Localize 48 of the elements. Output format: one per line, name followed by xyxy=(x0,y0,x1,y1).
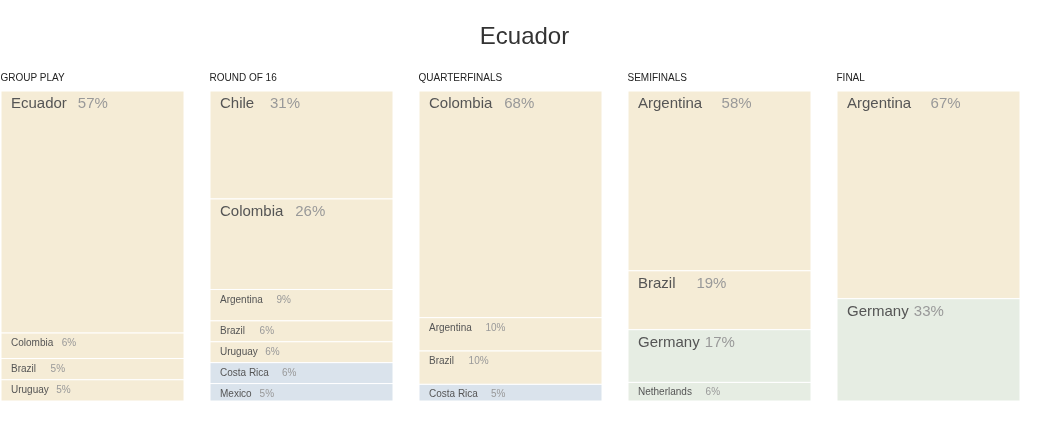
category-label: Germany xyxy=(638,332,701,350)
data-label: 5% xyxy=(56,383,71,395)
data-label: 26% xyxy=(295,201,326,219)
text: GROUP PLAY xyxy=(0,71,65,83)
category-label: Colombia xyxy=(429,94,494,111)
text: QUARTERFINALS xyxy=(418,71,503,83)
category-label: Colombia xyxy=(220,201,285,219)
category-label: Brazil xyxy=(220,324,246,336)
text: FINAL xyxy=(836,71,866,83)
data-label: 9% xyxy=(276,293,291,305)
data-label: 6% xyxy=(282,366,297,378)
category-label: Netherlands xyxy=(638,386,692,398)
text: Ecuador xyxy=(479,22,570,50)
data-label: 6% xyxy=(259,324,275,336)
category-label: Uruguay xyxy=(11,383,49,395)
category-label: Brazil xyxy=(11,362,37,374)
data-label: 6% xyxy=(61,337,77,349)
category-label: Germany xyxy=(847,301,910,319)
data-label: 10% xyxy=(468,355,489,366)
data-label: 67% xyxy=(930,94,961,111)
data-label: 57% xyxy=(77,94,108,111)
data-label: 6% xyxy=(265,345,280,357)
category-label: Brazil xyxy=(638,273,676,291)
data-label: 5% xyxy=(491,388,506,400)
category-label: Chile xyxy=(220,94,255,111)
data-label: 5% xyxy=(50,362,66,374)
data-label: 33% xyxy=(913,301,944,319)
data-label: 6% xyxy=(705,386,721,398)
category-label: Ecuador xyxy=(11,94,67,111)
category-label: Costa Rica xyxy=(429,388,479,400)
data-label: 58% xyxy=(721,94,752,111)
category-label: Argentina xyxy=(429,321,473,333)
category-label: Colombia xyxy=(11,337,54,349)
data-label: 10% xyxy=(485,321,506,333)
category-label: Argentina xyxy=(220,293,264,305)
text: SEMIFINALS xyxy=(627,71,688,83)
data-label: 31% xyxy=(270,94,301,111)
category-label: Brazil xyxy=(429,355,455,366)
category-label: Argentina xyxy=(847,94,912,111)
category-label: Uruguay xyxy=(220,345,258,357)
category-label: Mexico xyxy=(220,387,253,399)
data-label: 5% xyxy=(259,387,275,399)
text: ROUND OF 16 xyxy=(209,71,278,83)
data-label: 68% xyxy=(504,94,535,111)
category-label: Argentina xyxy=(638,94,703,111)
category-label: Costa Rica xyxy=(220,366,270,378)
data-label: 17% xyxy=(704,332,735,350)
data-label: 19% xyxy=(696,273,727,291)
